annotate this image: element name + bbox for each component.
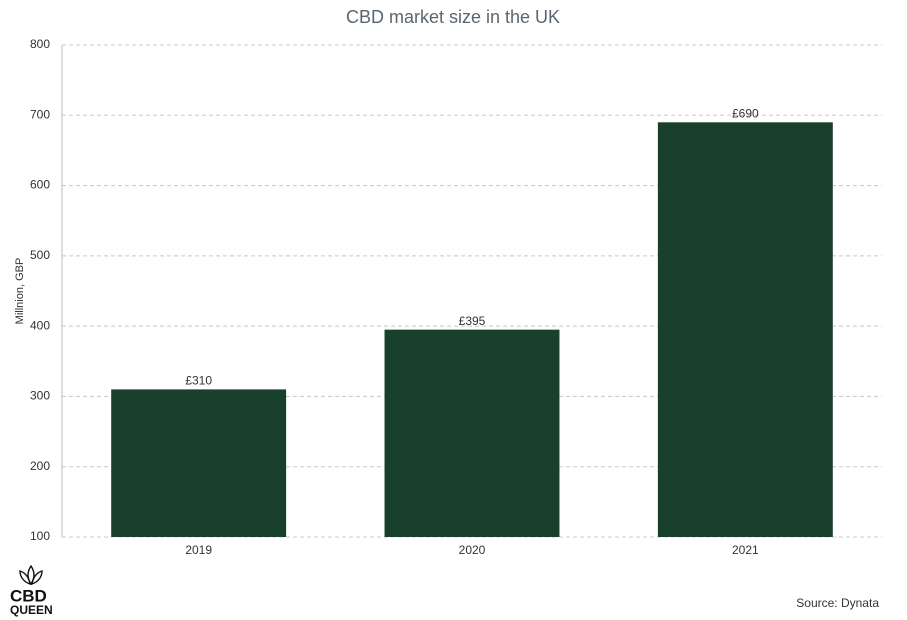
bar <box>384 329 560 537</box>
x-tick-label: 2020 <box>459 543 486 557</box>
x-tick-label: 2019 <box>185 543 212 557</box>
logo-text: CBD <box>10 586 47 605</box>
data-label: £395 <box>459 314 486 328</box>
y-axis-label: Millnion, GBP <box>14 258 26 325</box>
y-tick-label: 400 <box>30 318 50 332</box>
y-tick-label: 300 <box>30 389 50 403</box>
y-tick-label: 700 <box>30 107 50 121</box>
logo-text: QUEEN <box>10 603 53 617</box>
y-tick-label: 800 <box>30 37 50 51</box>
source: Source: Dynata <box>796 596 879 610</box>
data-label: £690 <box>732 106 759 120</box>
chart-title: CBD market size in the UK <box>346 7 560 27</box>
logo-petal <box>31 570 43 586</box>
x-tick-label: 2021 <box>732 543 759 557</box>
data-label: £310 <box>185 374 212 388</box>
bar <box>111 389 287 537</box>
y-tick-label: 500 <box>30 248 50 262</box>
y-tick-label: 100 <box>30 529 50 543</box>
bar <box>657 122 833 538</box>
y-tick-label: 200 <box>30 459 50 473</box>
logo <box>19 564 43 586</box>
y-tick-label: 600 <box>30 178 50 192</box>
logo-petal <box>19 570 31 586</box>
